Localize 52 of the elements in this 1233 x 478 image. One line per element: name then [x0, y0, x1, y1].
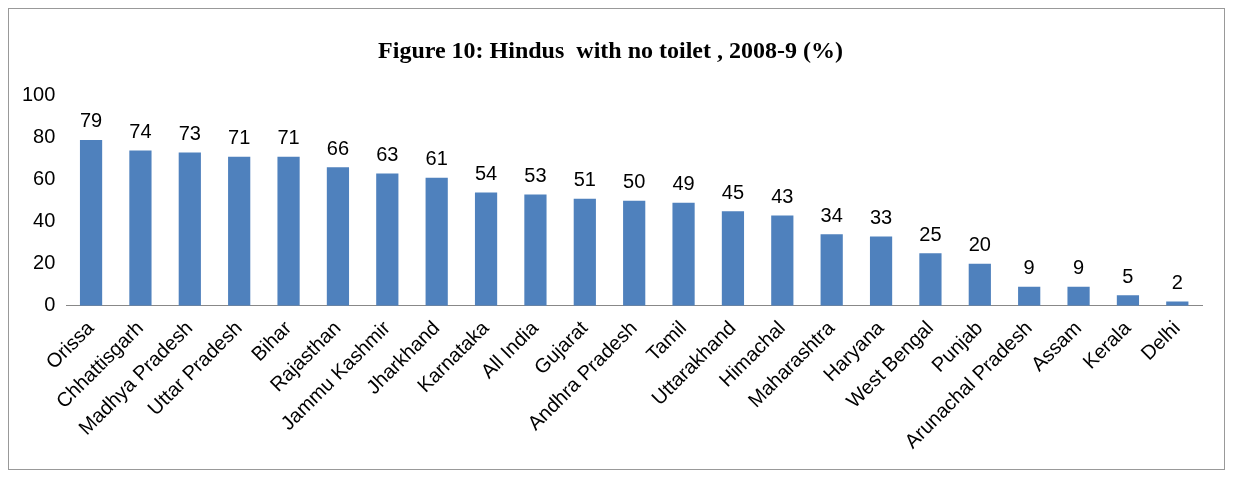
bar	[721, 211, 745, 306]
bar	[919, 253, 942, 306]
bar	[79, 139, 103, 306]
bar	[425, 177, 448, 306]
chart-title: Figure 10: Hindus with no toilet , 2008-9 (%)	[378, 36, 843, 63]
bar	[771, 215, 794, 306]
data-label: 61	[425, 147, 448, 170]
bar	[474, 192, 498, 306]
data-label: 51	[573, 168, 596, 191]
data-label: 49	[672, 172, 695, 195]
y-tick-label: 80	[33, 125, 56, 148]
data-label: 54	[474, 161, 498, 184]
data-label: 79	[79, 109, 103, 132]
bar	[968, 263, 991, 306]
data-label: 9	[1073, 256, 1085, 279]
data-label: 34	[820, 203, 843, 226]
bar	[672, 202, 695, 306]
bar	[869, 236, 893, 306]
y-tick-label: 0	[44, 293, 56, 316]
data-label: 71	[228, 126, 251, 149]
y-tick-label: 100	[21, 83, 56, 106]
data-label: 73	[178, 122, 201, 144]
data-label: 50	[623, 170, 646, 193]
bar	[1067, 286, 1090, 306]
data-label: 33	[869, 205, 893, 228]
y-tick-label: 40	[33, 209, 56, 232]
data-label: 53	[524, 163, 547, 186]
data-label: 2	[1171, 271, 1183, 294]
bar	[524, 194, 547, 306]
data-label: 9	[1023, 256, 1035, 279]
bar	[326, 167, 350, 306]
data-label: 74	[129, 119, 152, 142]
bar	[623, 200, 646, 306]
bar	[129, 150, 152, 306]
data-label: 20	[968, 233, 991, 256]
bar	[820, 234, 843, 306]
bar	[1116, 295, 1140, 306]
data-label: 25	[919, 222, 942, 245]
data-label: 66	[326, 136, 350, 159]
bar	[376, 173, 399, 306]
data-label: 71	[277, 126, 300, 149]
bar	[1018, 286, 1041, 306]
bar	[573, 198, 596, 306]
bar	[277, 156, 300, 306]
data-label: 45	[721, 180, 745, 203]
bar	[178, 152, 201, 306]
data-label: 5	[1122, 264, 1134, 287]
data-label: 63	[376, 143, 399, 165]
y-tick-label: 20	[33, 251, 56, 274]
y-tick-label: 60	[33, 167, 56, 190]
data-label: 43	[771, 184, 794, 207]
bar	[228, 156, 251, 306]
